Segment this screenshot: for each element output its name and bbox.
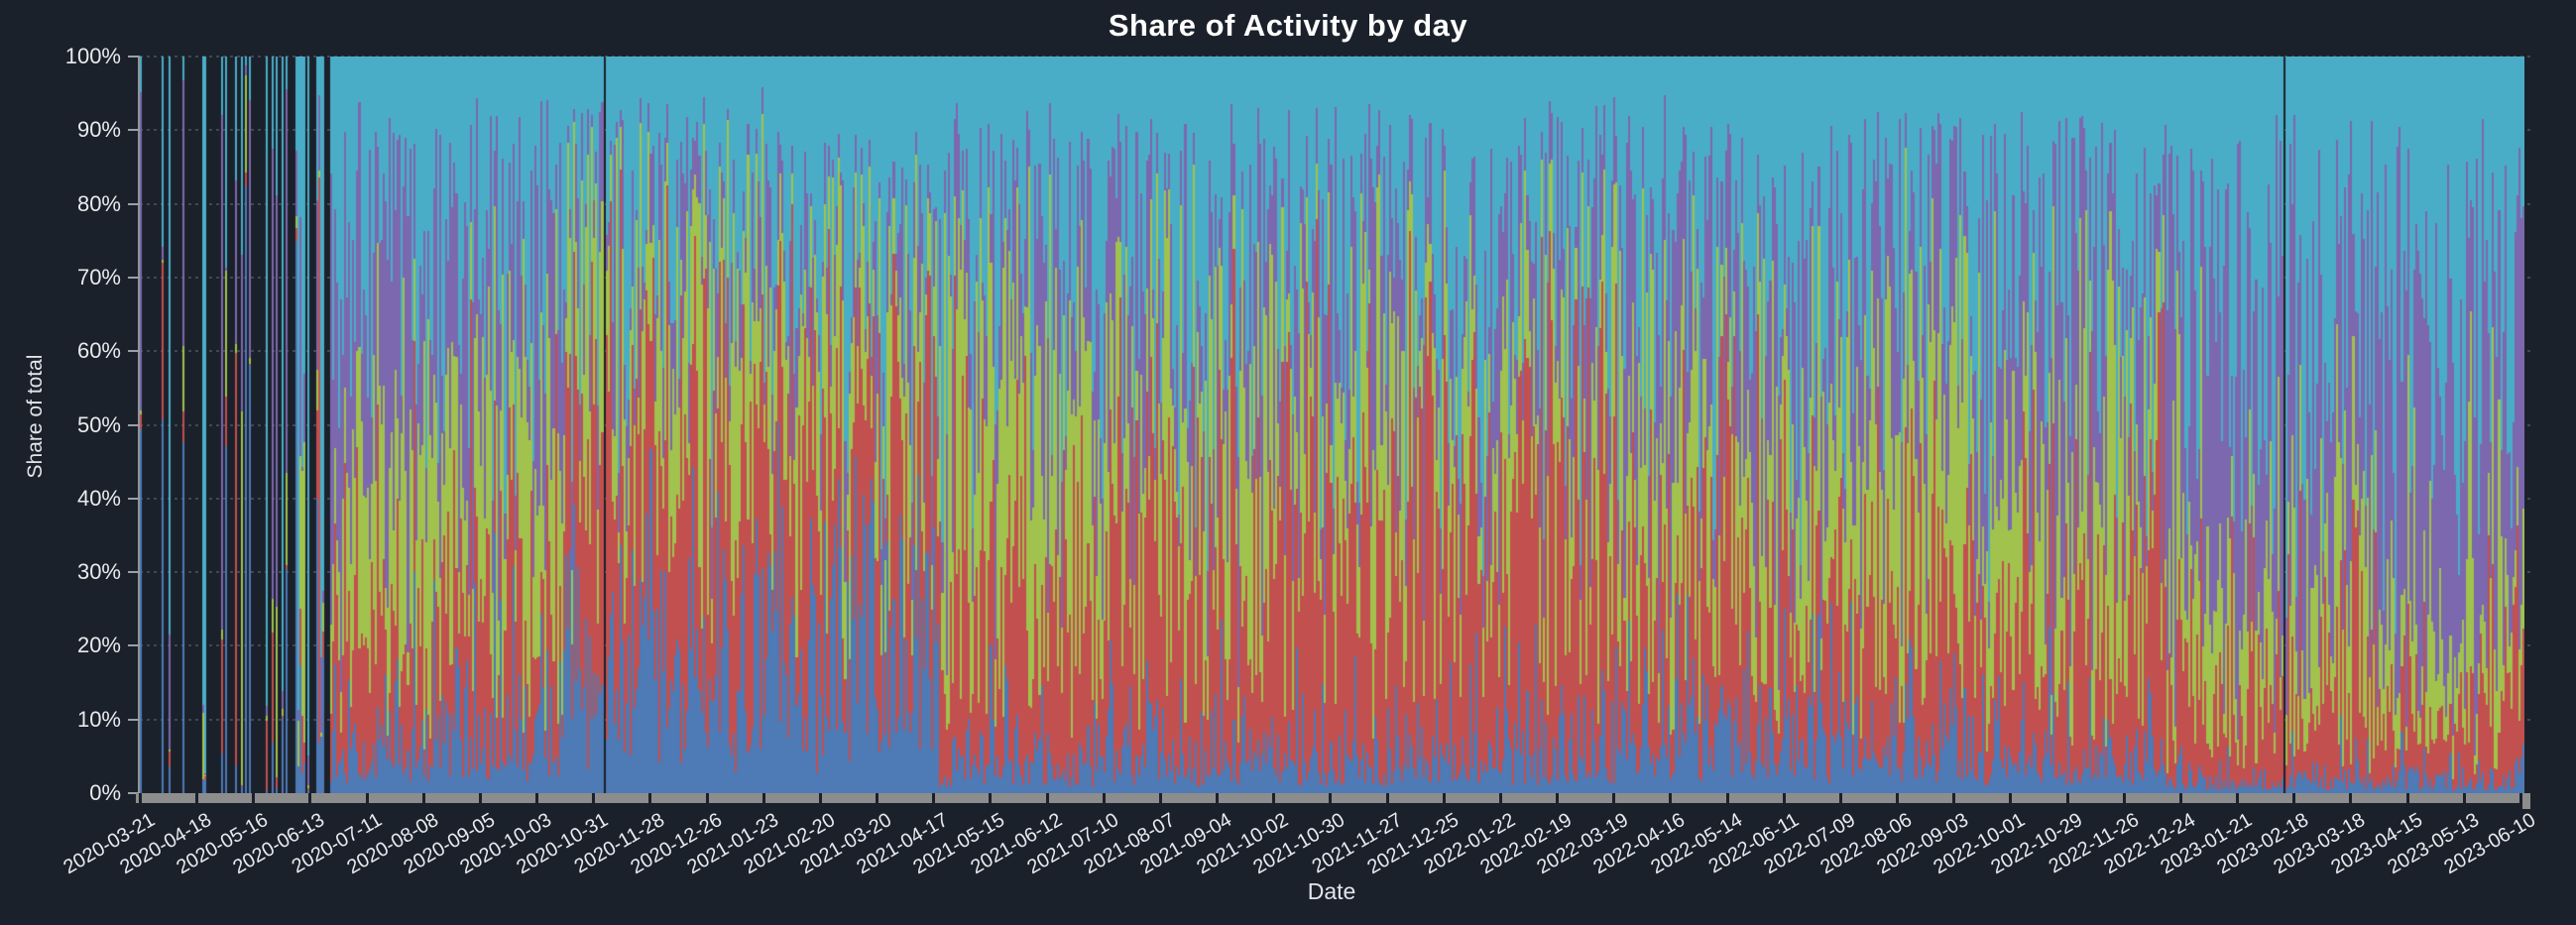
x-tick-mark bbox=[1725, 793, 1729, 803]
x-tick-mark bbox=[1498, 793, 1502, 803]
x-tick-mark bbox=[932, 793, 936, 803]
y-tick-mark bbox=[128, 350, 140, 353]
y-tick-label: 40% bbox=[76, 485, 121, 511]
x-tick-mark bbox=[1838, 793, 1842, 803]
y-tick-mark bbox=[128, 792, 140, 794]
x-tick-mark bbox=[195, 793, 199, 803]
y-tick-label: 0% bbox=[89, 780, 121, 805]
x-tick-mark bbox=[705, 793, 709, 803]
x-tick-mark bbox=[478, 793, 482, 803]
x-tick-mark bbox=[2462, 793, 2466, 803]
x-tick-mark bbox=[648, 793, 652, 803]
x-tick-mark bbox=[2065, 793, 2069, 803]
y-tick-mark bbox=[128, 56, 140, 58]
plot-area-canvas[interactable] bbox=[140, 57, 2524, 793]
y-tick-label: 80% bbox=[76, 190, 121, 216]
x-tick-mark bbox=[2292, 793, 2296, 803]
x-tick-mark bbox=[2009, 793, 2013, 803]
x-tick-mark bbox=[365, 793, 369, 803]
x-tick-mark bbox=[876, 793, 879, 803]
x-tick-mark bbox=[1896, 793, 1900, 803]
y-tick-label: 50% bbox=[76, 411, 121, 437]
x-tick-mark bbox=[989, 793, 993, 803]
x-tick-mark bbox=[421, 793, 425, 803]
x-tick-mark bbox=[1442, 793, 1446, 803]
y-tick-label: 100% bbox=[64, 44, 121, 68]
x-tick-mark bbox=[2518, 793, 2522, 803]
y-tick-label: 20% bbox=[76, 633, 121, 658]
x-tick-mark bbox=[1556, 793, 1560, 803]
y-tick-label: 10% bbox=[76, 706, 121, 732]
x-axis-title: Date bbox=[1307, 878, 1356, 904]
x-axis-line bbox=[136, 793, 2530, 803]
y-tick-label: 30% bbox=[76, 559, 121, 585]
x-tick-mark bbox=[252, 793, 256, 803]
x-tick-mark bbox=[2405, 793, 2409, 803]
y-tick-mark bbox=[128, 202, 140, 205]
x-tick-mark bbox=[592, 793, 596, 803]
x-tick-mark bbox=[1669, 793, 1673, 803]
x-tick-mark bbox=[1952, 793, 1956, 803]
y-tick-label: 70% bbox=[76, 264, 121, 289]
x-axis-end-cap bbox=[2522, 793, 2530, 809]
y-tick-mark bbox=[128, 423, 140, 426]
x-tick-mark bbox=[535, 793, 539, 803]
y-tick-mark bbox=[128, 129, 140, 132]
x-tick-mark bbox=[308, 793, 312, 803]
x-tick-mark bbox=[1782, 793, 1786, 803]
y-tick-mark bbox=[128, 718, 140, 721]
y-tick-label: 60% bbox=[76, 338, 121, 364]
x-tick-mark bbox=[761, 793, 765, 803]
x-tick-mark bbox=[2178, 793, 2182, 803]
y-tick-mark bbox=[128, 276, 140, 279]
y-tick-mark bbox=[128, 644, 140, 647]
x-tick-mark bbox=[818, 793, 822, 803]
y-tick-mark bbox=[128, 571, 140, 574]
y-tick-label: 90% bbox=[76, 117, 121, 143]
x-tick-mark bbox=[1216, 793, 1220, 803]
x-tick-mark bbox=[2349, 793, 2353, 803]
x-tick-mark bbox=[1612, 793, 1616, 803]
chart-title: Share of Activity by day bbox=[1108, 8, 1468, 43]
y-tick-mark bbox=[128, 497, 140, 500]
x-tick-mark bbox=[139, 793, 142, 803]
x-tick-mark bbox=[2236, 793, 2240, 803]
x-tick-mark bbox=[1158, 793, 1162, 803]
x-tick-mark bbox=[2122, 793, 2126, 803]
x-tick-mark bbox=[1329, 793, 1333, 803]
x-tick-mark bbox=[1045, 793, 1049, 803]
x-tick-mark bbox=[1385, 793, 1389, 803]
x-tick-mark bbox=[1272, 793, 1276, 803]
x-tick-mark bbox=[1102, 793, 1106, 803]
